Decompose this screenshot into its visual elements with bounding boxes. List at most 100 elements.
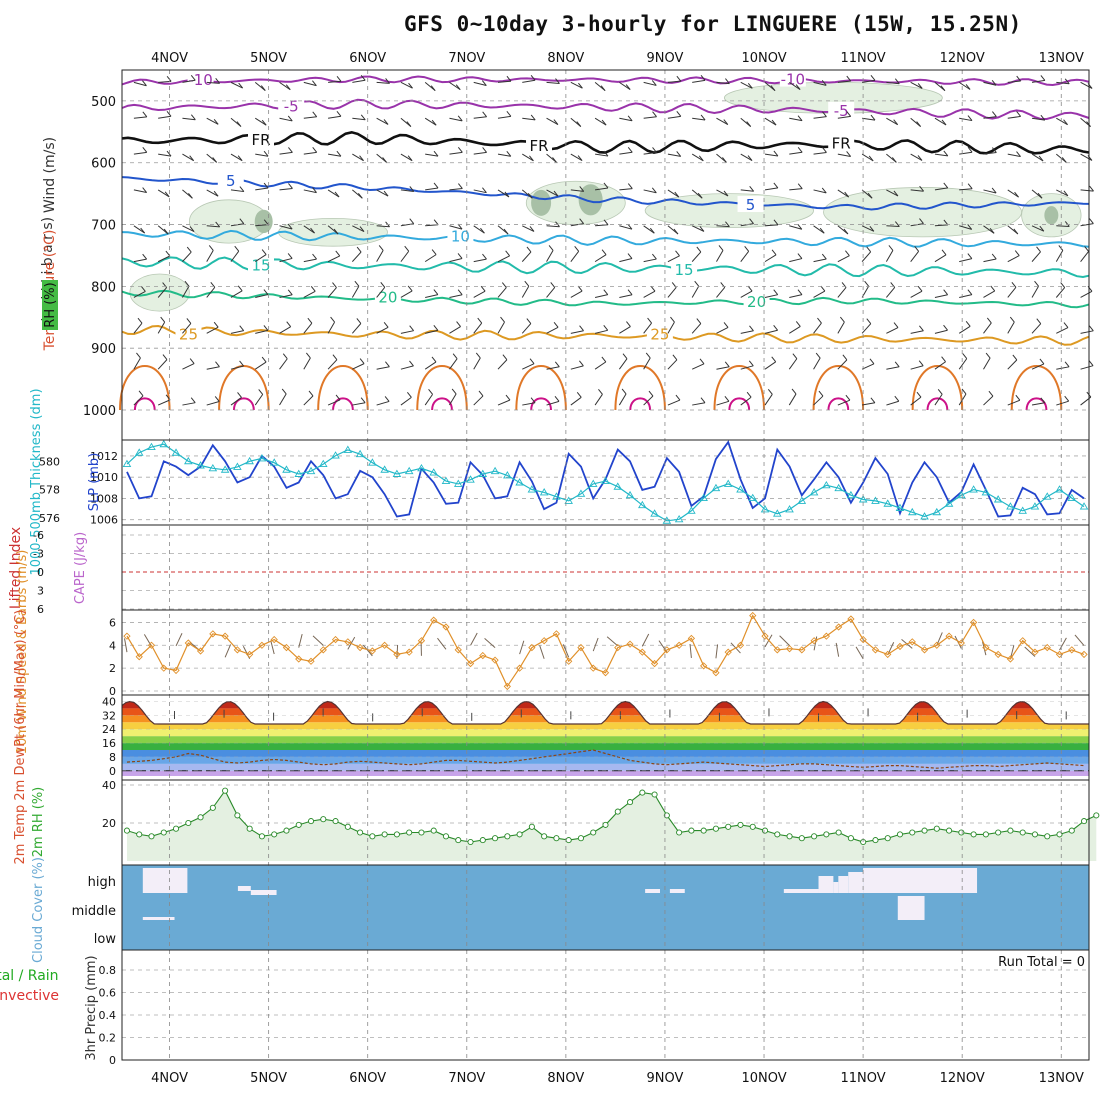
rh-point [160, 829, 167, 836]
wind-barb [497, 399, 511, 406]
wind-barb-flag [281, 388, 287, 395]
wind-barb-flag [334, 191, 340, 198]
wind-barb-flag [917, 285, 923, 292]
wind-barb [594, 294, 608, 298]
wind-barb-flag [1036, 318, 1042, 325]
wind-barb-flag [770, 85, 776, 91]
thickness-point [1067, 493, 1077, 502]
thickness-point [380, 465, 389, 473]
wind-barb [813, 258, 827, 263]
rh-point [602, 821, 609, 828]
precip-tick-label: 0.2 [99, 1032, 117, 1045]
wind-barb [643, 290, 656, 298]
sfc-wind-barb [312, 635, 324, 646]
wind-barb-flag [967, 253, 973, 259]
wind-barb-flag [1061, 157, 1067, 163]
isotherm-label-bg [743, 293, 770, 310]
wind-barb-flag [797, 146, 803, 153]
wind-barb [837, 153, 851, 157]
isotherm-5 [121, 176, 1090, 211]
wind-barb [279, 326, 291, 334]
wind-barb [983, 290, 995, 298]
wind-barb [497, 321, 505, 334]
wind-barb [910, 189, 924, 192]
isotherm-label: -10 [781, 71, 806, 89]
wind-barb [813, 322, 822, 334]
rh-point [209, 804, 216, 811]
hot-dome [332, 397, 354, 411]
precip-conv-label: Convective [0, 988, 59, 1004]
rh-point [197, 814, 204, 821]
wind-barb-flag [475, 352, 481, 359]
thickness-point [490, 466, 500, 475]
wind-barb [158, 115, 172, 119]
isotherm-25 [121, 324, 1090, 346]
wind-barb-flag [258, 389, 264, 395]
time-label-bottom: 8NOV [547, 1071, 584, 1086]
wind-barb [182, 402, 196, 406]
thickness-point [699, 493, 708, 502]
wind-barb [716, 250, 724, 262]
wind-barb [740, 365, 754, 370]
wind-barb [861, 251, 872, 262]
wind-barb-flag [285, 84, 291, 91]
hot-dome [629, 397, 652, 411]
wind-speed-point [1043, 643, 1051, 652]
thickness-point [920, 512, 929, 520]
wind-barb [351, 285, 360, 298]
wind-barb [425, 329, 438, 334]
pressure-tick-label: 1000 [83, 404, 116, 419]
wind-barb [885, 250, 894, 262]
wind-barb-flag [430, 85, 436, 91]
wind-speed-point [368, 647, 376, 655]
thickness-point [650, 509, 659, 517]
pressure-tick-label: 600 [91, 157, 116, 172]
wind-barb-flag [943, 324, 948, 331]
wind-barb-flag [286, 321, 292, 327]
sfc-wind-barb [143, 634, 152, 647]
rh-patch [278, 217, 388, 247]
rh-point [639, 789, 646, 796]
wind-barb-flag [408, 82, 413, 89]
wind-barb-flag [383, 190, 389, 197]
wind-barb-flag [189, 155, 195, 161]
wind-barb [303, 189, 317, 194]
wind-speed-point [736, 641, 745, 649]
wind-barb [351, 323, 362, 334]
wind-barb-flag [844, 191, 850, 198]
wind-barb [618, 358, 628, 370]
wind-barb-flag [699, 358, 705, 365]
thickness-point [184, 456, 193, 465]
wind-barb [934, 254, 947, 263]
hot-dome [728, 397, 751, 411]
wind10m-group: 0 2 4 6 [109, 611, 1089, 698]
wind-barb [352, 117, 366, 121]
wind-barb-flag [526, 318, 532, 324]
wind-barb [425, 153, 439, 157]
wind-barb-flag [652, 147, 657, 153]
wind-barb-flag [891, 157, 897, 163]
wind-barb [497, 287, 507, 298]
wind-barb [522, 402, 536, 406]
rh-core [1044, 206, 1059, 225]
wind-barb-flag [771, 356, 777, 363]
rh-point [823, 831, 830, 838]
thickness-point [147, 442, 156, 451]
wind-barb [1031, 285, 1039, 298]
wind-barb-flag [990, 285, 996, 292]
wind-speed-point [982, 643, 990, 652]
wind-barb [619, 225, 633, 230]
wind-barb-flag [603, 182, 609, 189]
wind-barb [667, 189, 680, 198]
wind-barb-flag [140, 286, 146, 292]
wind-barb-flag [986, 317, 992, 324]
thickness-point [1079, 502, 1089, 510]
isotherm-label-bg [671, 261, 698, 278]
wind-barb-flag [822, 147, 827, 153]
isotherm-label-bg [248, 256, 275, 273]
wind-barb [1007, 115, 1021, 119]
precip-run-total: Run Total = 0 [998, 955, 1085, 970]
wind-barb [1007, 80, 1021, 83]
sfc-wind-barb [658, 640, 668, 653]
